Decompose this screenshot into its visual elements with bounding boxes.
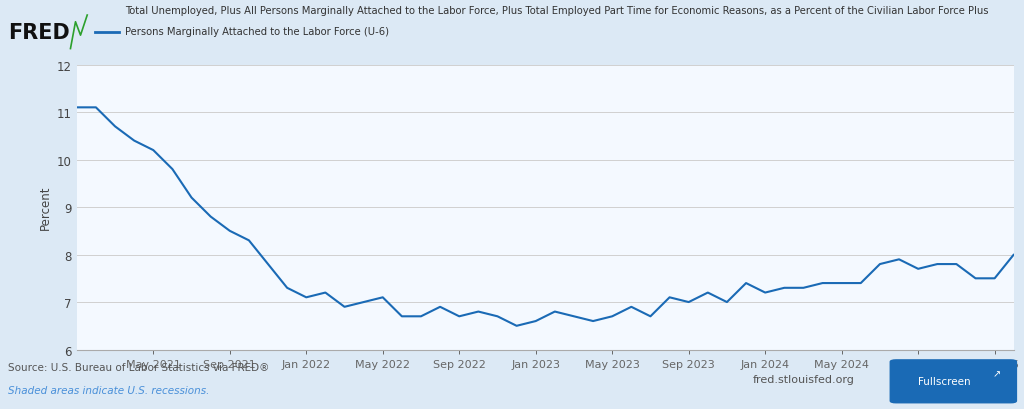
Text: ↗: ↗ [993,368,1001,378]
Text: fred.stlouisfed.org: fred.stlouisfed.org [753,374,854,384]
Text: Total Unemployed, Plus All Persons Marginally Attached to the Labor Force, Plus : Total Unemployed, Plus All Persons Margi… [125,6,988,16]
Text: Source: U.S. Bureau of Labor Statistics via FRED®: Source: U.S. Bureau of Labor Statistics … [8,362,269,372]
Y-axis label: Percent: Percent [38,185,51,230]
FancyBboxPatch shape [890,360,1017,403]
Text: FRED: FRED [8,22,70,43]
Text: Persons Marginally Attached to the Labor Force (U-6): Persons Marginally Attached to the Labor… [125,27,389,36]
Text: Fullscreen: Fullscreen [918,376,971,387]
Text: Shaded areas indicate U.S. recessions.: Shaded areas indicate U.S. recessions. [8,385,210,395]
